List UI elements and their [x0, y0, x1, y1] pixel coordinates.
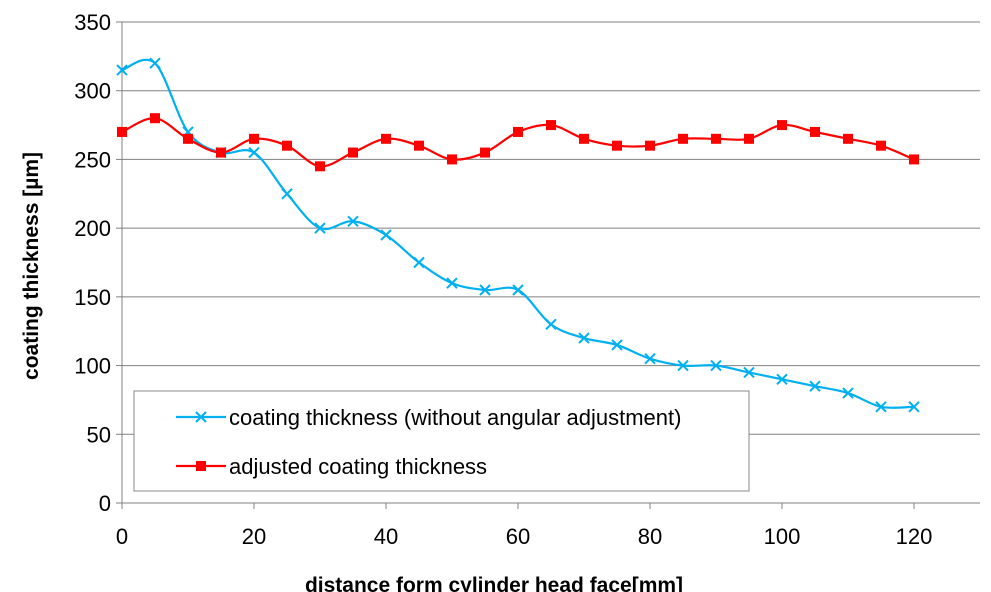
y-tick-label-1: 50 [87, 422, 111, 447]
y-tick-labels: 0 50 100 150 200 250 300 350 [74, 10, 111, 516]
series-1-point-24 [908, 401, 920, 413]
series-1-point-8 [380, 229, 392, 241]
series-1-point-20 [776, 373, 788, 386]
series-2-point-20 [777, 120, 787, 131]
series-1-point-12 [512, 284, 524, 296]
series-2-point-3 [216, 147, 226, 158]
series-2-point-6 [315, 161, 325, 172]
series-1-point-7 [347, 215, 359, 227]
series-1-point-0 [116, 64, 128, 76]
x-tick-label-5: 100 [764, 524, 801, 549]
series-1-point-5 [281, 188, 293, 200]
y-tick-label-3: 150 [74, 285, 111, 310]
series-1-point-18 [710, 359, 722, 372]
series-1-point-21 [809, 380, 821, 392]
y-axis-title: coating thickness [µm] [20, 152, 43, 380]
series-1-point-9 [413, 256, 425, 269]
series-2-point-18 [711, 133, 721, 144]
series-1-point-23 [875, 401, 887, 413]
legend: coating thickness (without angular adjus… [133, 390, 750, 492]
y-tick-label-2: 100 [74, 354, 111, 379]
x-tick-label-6: 120 [896, 524, 933, 549]
series-1-point-15 [611, 339, 623, 351]
series-2-point-23 [876, 140, 886, 151]
series-2-point-12 [513, 126, 523, 137]
series-2-point-5 [282, 140, 292, 151]
x-tick-label-1: 20 [242, 524, 266, 549]
y-tick-label-0: 0 [99, 491, 111, 516]
series-2-point-17 [678, 133, 688, 144]
series-1-point-11 [479, 284, 491, 296]
series-1-point-19 [743, 366, 755, 379]
series-2-point-8 [381, 133, 391, 144]
series-1-point-16 [644, 352, 656, 365]
gridlines [122, 21, 980, 435]
series-2-point-16 [645, 140, 655, 151]
series-1-point-1 [149, 57, 161, 69]
series-2-point-13 [546, 120, 556, 131]
x-tick-labels: 0 20 40 60 80 100 120 [116, 524, 932, 549]
x-tick-label-3: 60 [506, 524, 530, 549]
y-tick-label-7: 350 [74, 10, 111, 35]
legend-marker-square [196, 461, 206, 471]
y-tick-label-6: 300 [74, 79, 111, 104]
series-1-point-13 [545, 318, 557, 331]
series-2-point-24 [909, 154, 919, 165]
series-2-point-22 [843, 133, 853, 144]
series-2-point-15 [612, 140, 622, 151]
legend-item-series-2: adjusted coating thickness [176, 454, 487, 479]
series-1-point-22 [842, 387, 854, 399]
x-tick-label-0: 0 [116, 524, 128, 549]
x-tick-label-4: 80 [638, 524, 662, 549]
series-2-point-9 [414, 140, 424, 151]
series-2 [117, 113, 919, 172]
series-1-point-6 [314, 222, 326, 234]
series-2-point-11 [480, 147, 490, 158]
series-2-point-7 [348, 147, 358, 158]
series-2-point-14 [579, 133, 589, 144]
series-2-point-19 [744, 133, 754, 144]
series-1-point-14 [578, 332, 590, 344]
y-tick-label-4: 200 [74, 216, 111, 241]
series-1-point-10 [446, 277, 458, 289]
series-2-point-0 [117, 126, 127, 137]
legend-label-series-2: adjusted coating thickness [229, 454, 487, 479]
legend-item-series-1: coating thickness (without angular adjus… [176, 405, 681, 430]
series-2-point-2 [183, 133, 193, 144]
x-axis-title: distance form cylinder head face[mm] [305, 574, 683, 592]
axes [116, 21, 980, 509]
series-1-line [121, 58, 915, 409]
legend-box [133, 390, 750, 492]
y-tick-label-5: 250 [74, 147, 111, 172]
series-2-point-21 [810, 126, 820, 137]
series-1-point-4 [248, 146, 260, 159]
x-tick-label-2: 40 [374, 524, 398, 549]
series-2-point-4 [249, 133, 259, 144]
series-2-point-10 [447, 154, 457, 165]
legend-marker-x [195, 411, 207, 423]
series-2-point-1 [150, 113, 160, 124]
series-1 [116, 57, 920, 413]
series-group [116, 57, 920, 413]
series-1-point-17 [677, 359, 689, 372]
legend-label-series-1: coating thickness (without angular adjus… [229, 405, 681, 430]
